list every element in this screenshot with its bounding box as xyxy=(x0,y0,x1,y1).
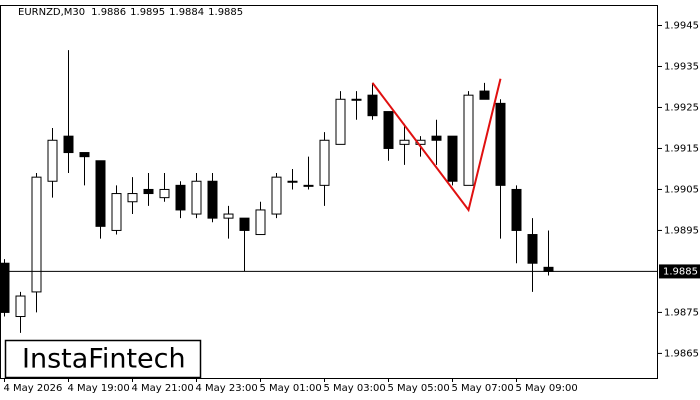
logo-box xyxy=(4,339,202,379)
candle-body xyxy=(399,139,410,145)
y-tick-label: 1.9905 xyxy=(664,184,699,195)
chart-title: EURNZD,M30 xyxy=(18,7,85,18)
candle-body xyxy=(511,188,522,231)
last-price-label: 1.9885 xyxy=(663,266,698,277)
header-close: 1.9885 xyxy=(208,7,243,18)
x-tick-label: 5 May 09:00 xyxy=(516,383,578,394)
candle-body xyxy=(303,184,314,187)
candle-body xyxy=(271,176,282,215)
candle-body xyxy=(95,160,106,227)
y-tick-label: 1.9925 xyxy=(664,102,699,113)
candle-body xyxy=(351,98,362,101)
plot-frame xyxy=(0,5,658,379)
candle-body xyxy=(159,188,170,199)
candle-body xyxy=(15,295,26,318)
candle-body xyxy=(31,176,42,293)
candle-body xyxy=(447,135,458,182)
candle-body xyxy=(463,94,474,186)
candle-body xyxy=(367,94,378,117)
candle-body xyxy=(63,135,74,154)
candle-body xyxy=(255,209,266,236)
header-high: 1.9895 xyxy=(130,7,165,18)
x-tick-label: 5 May 01:00 xyxy=(260,383,322,394)
candle-body xyxy=(335,98,346,145)
candle-body xyxy=(207,180,218,219)
candle-body xyxy=(319,139,330,186)
candle-body xyxy=(79,152,90,158)
x-tick-label: 5 May 05:00 xyxy=(388,383,450,394)
y-tick-label: 1.9915 xyxy=(664,143,699,154)
logo: InstaFintech xyxy=(22,344,186,375)
candle-body xyxy=(415,139,426,145)
candle-body xyxy=(239,217,250,231)
candle-body xyxy=(479,90,490,100)
candle-body xyxy=(527,234,538,264)
candle-body xyxy=(383,111,394,149)
candle-body xyxy=(191,180,202,215)
chart-header: EURNZD,M30 1.9886 1.9895 1.9884 1.9885 xyxy=(18,7,243,18)
header-open: 1.9886 xyxy=(91,7,126,18)
candle-body xyxy=(127,193,138,203)
x-tick-label: 4 May 23:00 xyxy=(196,383,258,394)
y-tick-label: 1.9945 xyxy=(664,20,699,31)
candle-body xyxy=(431,135,442,141)
x-tick-label: 5 May 03:00 xyxy=(324,383,386,394)
header-low: 1.9884 xyxy=(169,7,204,18)
y-tick-label: 1.9895 xyxy=(664,225,699,236)
last-price-box xyxy=(659,264,700,279)
candle-body xyxy=(111,193,122,231)
candle-body xyxy=(47,139,58,182)
candle-body xyxy=(223,213,234,219)
candle-body xyxy=(495,102,506,186)
x-tick-label: 4 May 21:00 xyxy=(132,383,194,394)
candle-body xyxy=(287,180,298,183)
x-tick-label: 5 May 07:00 xyxy=(452,383,514,394)
candle-body xyxy=(543,266,554,272)
y-tick-label: 1.9865 xyxy=(664,348,699,359)
pattern-line xyxy=(371,78,502,213)
candle-body xyxy=(0,262,10,313)
y-tick-label: 1.9935 xyxy=(664,61,699,72)
x-tick-label: 4 May 2026 xyxy=(4,383,63,394)
y-tick-label: 1.9875 xyxy=(664,307,699,318)
candle-body xyxy=(143,188,154,195)
candle-body xyxy=(175,184,186,211)
x-tick-label: 4 May 19:00 xyxy=(68,383,130,394)
